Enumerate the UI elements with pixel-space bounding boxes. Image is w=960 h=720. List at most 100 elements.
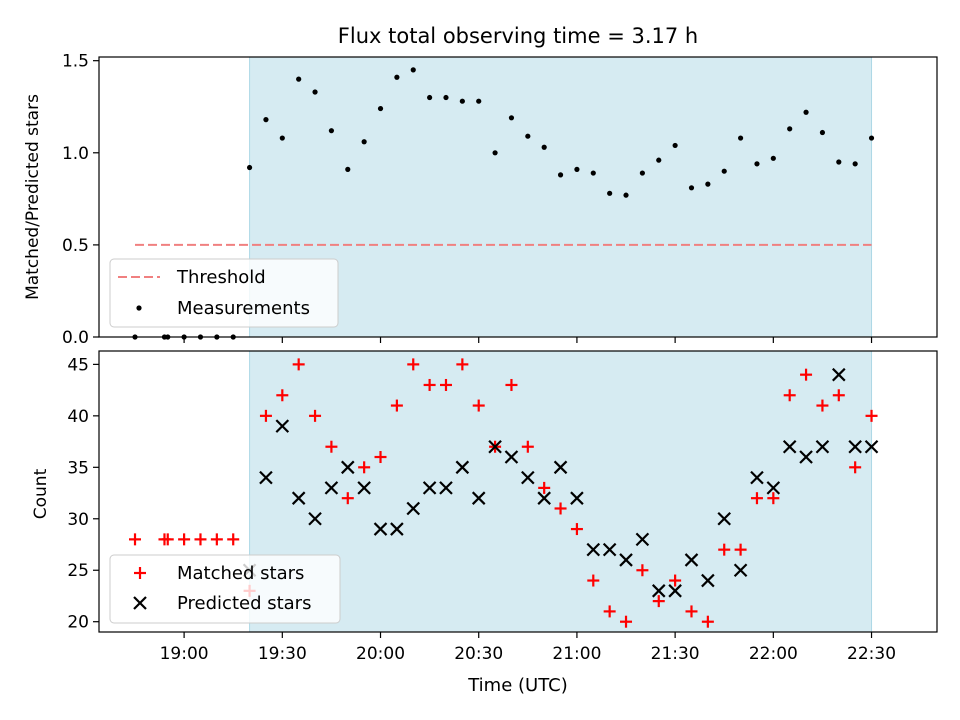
predicted-stars-point-b	[308, 511, 322, 526]
predicted-stars-point-b	[782, 439, 797, 454]
predicted-stars-point	[406, 501, 421, 516]
matched-stars-point	[620, 615, 633, 628]
predicted-stars-point-b	[341, 460, 355, 475]
matched-stars-point	[603, 605, 616, 618]
measurement-point	[754, 161, 760, 167]
legend-predicted-swatch	[133, 596, 147, 610]
measurement-point	[443, 94, 449, 101]
measurement-point	[574, 166, 580, 172]
count-y-tick-label: 30	[67, 510, 89, 530]
matched-stars-point	[734, 543, 747, 556]
matched-stars-point	[472, 399, 485, 412]
matched-stars-point	[685, 605, 698, 618]
ratio-y-tick-label: 1.0	[62, 144, 89, 164]
ratio-y-tick-label: 0.0	[62, 328, 89, 348]
predicted-stars-point-b	[553, 460, 568, 475]
predicted-stars-point	[766, 481, 781, 495]
predicted-stars-point-b	[275, 419, 290, 433]
x-tick-label: 21:30	[651, 644, 700, 664]
matched-stars-point	[521, 440, 534, 453]
measurement-point	[541, 144, 547, 150]
matched-stars-point	[816, 399, 829, 412]
predicted-stars-point-b	[815, 439, 830, 454]
measurement-point	[721, 168, 727, 174]
predicted-stars-point-b	[291, 491, 306, 505]
measurement-point	[688, 185, 695, 191]
ratio-y-tick-label: 1.5	[62, 52, 89, 72]
predicted-stars-point-b	[701, 573, 715, 588]
count-panel: 20 25 30 35 40 45 19:00 19:30 20:00 20:30 21:00 21:…	[31, 350, 938, 696]
matched-stars-point	[800, 368, 813, 381]
predicted-stars-point-b	[848, 439, 862, 454]
predicted-stars-point-b	[635, 532, 650, 547]
predicted-stars-point-b	[832, 367, 846, 382]
legend-predicted-label: Predicted stars	[177, 593, 311, 614]
measurement-point	[459, 98, 465, 104]
matched-stars-point	[701, 615, 714, 628]
measurement-point	[312, 89, 318, 95]
predicted-stars-point	[537, 491, 551, 505]
measurement-point	[737, 135, 744, 141]
predicted-stars-point	[488, 439, 502, 454]
measurement-point	[476, 98, 482, 104]
predicted-stars-point	[668, 584, 682, 598]
predicted-stars-point	[701, 573, 715, 588]
predicted-stars-point	[848, 439, 862, 454]
measurement-point	[705, 181, 711, 187]
matched-stars-point	[161, 533, 174, 546]
matched-stars-point	[374, 451, 387, 464]
predicted-stars-point-b	[668, 584, 682, 598]
predicted-stars-point	[635, 532, 650, 547]
predicted-stars-point	[259, 470, 273, 485]
predicted-stars-point-b	[570, 491, 584, 505]
measurement-point	[787, 126, 793, 132]
measurement-point	[639, 170, 645, 176]
predicted-stars-point	[291, 491, 306, 505]
predicted-stars-point	[439, 481, 453, 495]
matched-stars-point	[505, 378, 518, 391]
predicted-stars-point	[602, 542, 617, 557]
legend-threshold-label: Threshold	[176, 267, 266, 288]
predicted-stars-point	[471, 491, 486, 505]
matched-stars-point	[849, 461, 862, 474]
measurement-point	[427, 94, 433, 101]
matched-stars-point	[538, 481, 551, 494]
predicted-stars-point	[586, 542, 601, 557]
predicted-stars-point-b	[733, 563, 748, 578]
predicted-stars-point-b	[373, 522, 388, 536]
predicted-stars-point-b	[651, 584, 666, 598]
predicted-stars-point-b	[864, 439, 879, 454]
measurement-point	[492, 150, 498, 156]
predicted-stars-point-b	[357, 481, 371, 495]
predicted-stars-point	[553, 460, 568, 475]
predicted-stars-point	[341, 460, 355, 475]
measurement-point	[394, 74, 400, 80]
x-tick-label: 21:00	[552, 644, 601, 664]
count-y-tick-label: 20	[67, 613, 89, 633]
ratio-panel: 0.0 0.5 1.0 1.5 Threshold Measurements Matc…	[23, 52, 938, 348]
matched-stars-point	[570, 523, 583, 536]
matched-stars-point	[783, 389, 796, 402]
legend-matched-swatch	[134, 567, 146, 579]
count-legend: Matched stars Predicted stars	[109, 554, 341, 624]
x-tick-label: 20:30	[454, 644, 503, 664]
ratio-observing-span	[249, 57, 872, 337]
predicted-stars-point	[357, 481, 371, 495]
predicted-stars-point	[864, 439, 879, 454]
x-axis-label: Time (UTC)	[467, 675, 568, 696]
predicted-stars-point	[504, 450, 519, 464]
predicted-stars-point-b	[455, 460, 470, 475]
measurement-point	[557, 172, 564, 178]
matched-stars-point	[276, 389, 289, 402]
predicted-stars-point	[619, 553, 633, 567]
ratio-plot-area: 0.0 0.5 1.0 1.5	[62, 52, 938, 348]
ratio-legend: Threshold Measurements	[109, 258, 339, 328]
matched-stars-point	[767, 492, 780, 505]
measurement-point	[296, 76, 302, 82]
matched-stars-point	[210, 533, 223, 546]
legend-measurements-swatch	[136, 305, 142, 311]
predicted-stars-point	[373, 522, 388, 536]
predicted-stars-point-b	[750, 470, 764, 485]
predicted-stars-point-b	[390, 522, 404, 536]
